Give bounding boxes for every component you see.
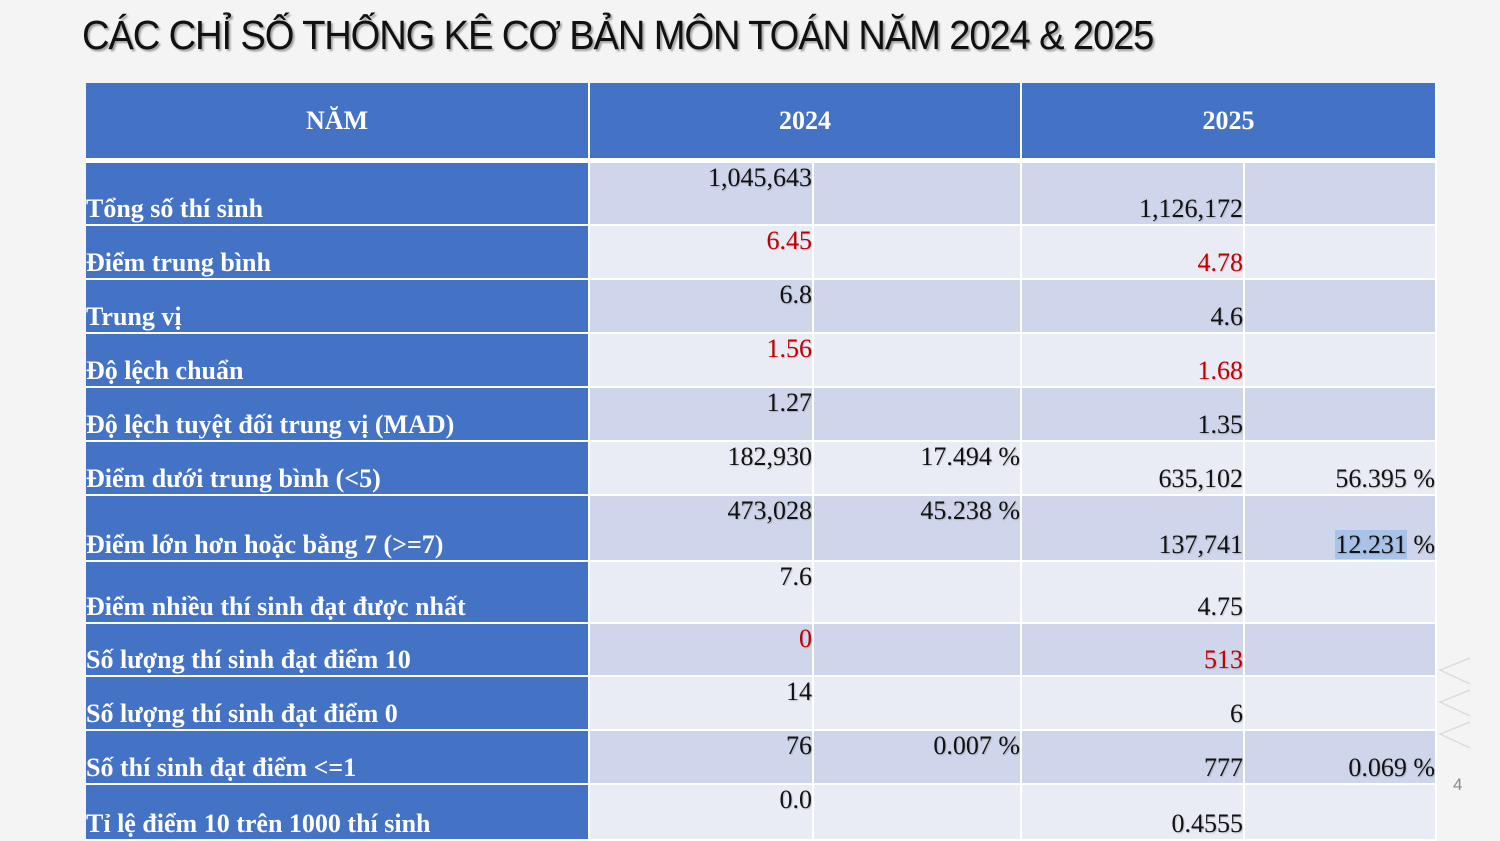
- value-2025: 6: [1022, 677, 1245, 731]
- value-2025: 777: [1022, 731, 1245, 785]
- row-label: Trung vị: [86, 280, 590, 334]
- table-row-mean: Điểm trung bình 6.45 4.78: [86, 226, 1437, 280]
- header-2025: 2025: [1022, 83, 1437, 163]
- value-2025: 1.68: [1022, 334, 1245, 388]
- value-2025: 4.6: [1022, 280, 1245, 334]
- table-row-score-le-1: Số thí sinh đạt điểm <=1 76 0.007 % 777 …: [86, 731, 1437, 785]
- percent-2024: [814, 226, 1022, 280]
- table-row-total-candidates: Tổng số thí sinh 1,045,643 1,126,172: [86, 163, 1437, 226]
- header-2024: 2024: [590, 83, 1022, 163]
- percent-2025: [1245, 624, 1437, 677]
- row-label: Điểm nhiều thí sinh đạt được nhất: [86, 562, 590, 624]
- percent-2024: 45.238 %: [814, 496, 1022, 562]
- percent-2024: [814, 624, 1022, 677]
- slide-title: CÁC CHỈ SỐ THỐNG KÊ CƠ BẢN MÔN TOÁN NĂM …: [82, 12, 1154, 58]
- value-2025: 1,126,172: [1022, 163, 1245, 226]
- value-2024: 0: [590, 624, 814, 677]
- table-row-at-least-7: Điểm lớn hơn hoặc bằng 7 (>=7) 473,028 4…: [86, 496, 1437, 562]
- percent-2025: [1245, 226, 1437, 280]
- value-2024: 76: [590, 731, 814, 785]
- table-row-score-10-per-1000: Tỉ lệ điểm 10 trên 1000 thí sinh 0.0 0.4…: [86, 785, 1437, 841]
- percent-2025: [1245, 785, 1437, 841]
- row-label: Tổng số thí sinh: [86, 163, 590, 226]
- value-2024: 1,045,643: [590, 163, 814, 226]
- percent-2025: [1245, 388, 1437, 442]
- percent-2024: [814, 280, 1022, 334]
- percent-2024: 0.007 %: [814, 731, 1022, 785]
- percent-2025: [1245, 677, 1437, 731]
- percent-2024: [814, 334, 1022, 388]
- value-2024: 14: [590, 677, 814, 731]
- percent-2024: [814, 677, 1022, 731]
- table-row-std-dev: Độ lệch chuẩn 1.56 1.68: [86, 334, 1437, 388]
- selected-text-highlight[interactable]: 12.231: [1335, 530, 1407, 559]
- page-number: 4: [1453, 775, 1463, 794]
- statistics-table: NĂM 2024 2025 Tổng số thí sinh 1,045,643…: [86, 83, 1437, 841]
- row-label: Độ lệch chuẩn: [86, 334, 590, 388]
- percent-2025: [1245, 280, 1437, 334]
- table-row-median: Trung vị 6.8 4.6: [86, 280, 1437, 334]
- row-label: Số lượng thí sinh đạt điểm 0: [86, 677, 590, 731]
- row-label: Điểm trung bình: [86, 226, 590, 280]
- value-2025: 0.4555: [1022, 785, 1245, 841]
- table-row-score-10-count: Số lượng thí sinh đạt điểm 10 0 513: [86, 624, 1437, 677]
- percent-2025: [1245, 163, 1437, 226]
- slide-decoration-chevrons-icon: [1438, 657, 1471, 749]
- row-label: Số lượng thí sinh đạt điểm 10: [86, 624, 590, 677]
- percent-2024: [814, 562, 1022, 624]
- table-row-mode: Điểm nhiều thí sinh đạt được nhất 7.6 4.…: [86, 562, 1437, 624]
- table-header-row: NĂM 2024 2025: [86, 83, 1437, 163]
- value-2024: 0.0: [590, 785, 814, 841]
- table-row-below-average: Điểm dưới trung bình (<5) 182,930 17.494…: [86, 442, 1437, 496]
- percent-unit: %: [1406, 530, 1435, 559]
- value-2024: 473,028: [590, 496, 814, 562]
- row-label: Tỉ lệ điểm 10 trên 1000 thí sinh: [86, 785, 590, 841]
- percent-2024: [814, 785, 1022, 841]
- table-row-mad: Độ lệch tuyệt đối trung vị (MAD) 1.27 1.…: [86, 388, 1437, 442]
- value-2024: 182,930: [590, 442, 814, 496]
- value-2025: 513: [1022, 624, 1245, 677]
- header-year: NĂM: [86, 83, 590, 163]
- row-label: Độ lệch tuyệt đối trung vị (MAD): [86, 388, 590, 442]
- value-2024: 1.56: [590, 334, 814, 388]
- value-2024: 6.8: [590, 280, 814, 334]
- value-2025: 4.78: [1022, 226, 1245, 280]
- percent-2024: [814, 163, 1022, 226]
- table-row-score-0-count: Số lượng thí sinh đạt điểm 0 14 6: [86, 677, 1437, 731]
- value-2025: 137,741: [1022, 496, 1245, 562]
- row-label: Điểm lớn hơn hoặc bằng 7 (>=7): [86, 496, 590, 562]
- value-2025: 635,102: [1022, 442, 1245, 496]
- value-2024: 7.6: [590, 562, 814, 624]
- value-2024: 6.45: [590, 226, 814, 280]
- percent-2024: [814, 388, 1022, 442]
- percent-2025: [1245, 334, 1437, 388]
- value-2024: 1.27: [590, 388, 814, 442]
- percent-2025: 12.231 %: [1245, 496, 1437, 562]
- percent-2024: 17.494 %: [814, 442, 1022, 496]
- percent-2025: 0.069 %: [1245, 731, 1437, 785]
- percent-2025: 56.395 %: [1245, 442, 1437, 496]
- row-label: Số thí sinh đạt điểm <=1: [86, 731, 590, 785]
- value-2025: 4.75: [1022, 562, 1245, 624]
- row-label: Điểm dưới trung bình (<5): [86, 442, 590, 496]
- percent-2025: [1245, 562, 1437, 624]
- value-2025: 1.35: [1022, 388, 1245, 442]
